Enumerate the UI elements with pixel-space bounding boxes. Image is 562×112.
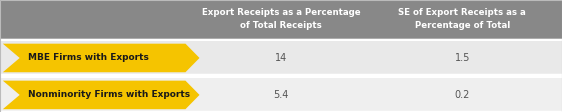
Text: 0.2: 0.2 [455, 90, 470, 100]
Text: Nonminority Firms with Exports: Nonminority Firms with Exports [28, 90, 190, 99]
Polygon shape [3, 44, 200, 72]
Bar [0, 41, 562, 75]
Text: Export Receipts as a Percentage
of Total Receipts: Export Receipts as a Percentage of Total… [202, 8, 360, 30]
Polygon shape [3, 81, 200, 109]
Bar [0, 78, 562, 112]
Bar [0, 0, 562, 38]
Text: 1.5: 1.5 [455, 53, 470, 63]
Text: SE of Export Receipts as a
Percentage of Total: SE of Export Receipts as a Percentage of… [398, 8, 526, 30]
Text: MBE Firms with Exports: MBE Firms with Exports [28, 53, 149, 62]
Text: 14: 14 [275, 53, 287, 63]
Text: 5.4: 5.4 [273, 90, 289, 100]
